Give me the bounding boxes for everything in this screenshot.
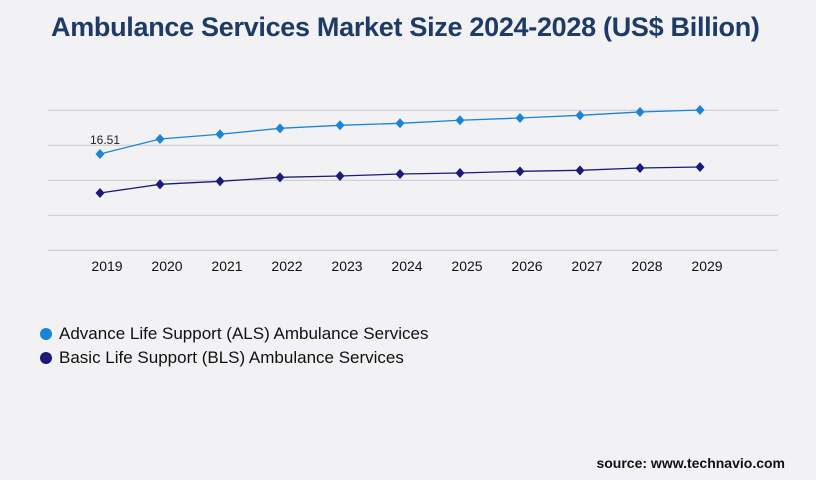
data-point	[515, 166, 525, 177]
x-tick-label: 2024	[391, 258, 422, 274]
x-tick-label: 2019	[91, 258, 122, 274]
x-tick-label: 2029	[691, 258, 722, 274]
legend-label-bls: Basic Life Support (BLS) Ambulance Servi…	[59, 348, 404, 367]
legend: Advance Life Support (ALS) Ambulance Ser…	[40, 322, 428, 370]
data-point	[635, 106, 645, 117]
line-chart: 2019 2020 2021 2022 2023 2024 2025 2026 2027 2028…	[48, 105, 778, 274]
data-point	[275, 123, 285, 134]
data-point	[515, 113, 525, 123]
data-point	[695, 105, 705, 116]
x-tick-label: 2025	[451, 258, 482, 274]
data-point	[95, 148, 105, 159]
x-tick-label: 2026	[511, 258, 542, 274]
source-note: source: www.technavio.com	[596, 455, 785, 471]
data-label: 16.51	[90, 133, 120, 147]
x-tick-label: 2020	[151, 258, 182, 274]
legend-marker-bls	[40, 352, 52, 364]
data-point	[455, 115, 465, 126]
data-point	[695, 162, 705, 172]
x-tick-label: 2028	[631, 258, 662, 274]
data-point	[275, 172, 285, 183]
data-point	[635, 162, 645, 173]
data-point	[395, 118, 405, 129]
x-tick-label: 2023	[331, 258, 362, 274]
series-line-0	[99, 109, 701, 155]
data-point	[395, 169, 405, 179]
legend-label-als: Advance Life Support (ALS) Ambulance Ser…	[59, 324, 429, 343]
data-point	[455, 168, 465, 179]
legend-item-als: Advance Life Support (ALS) Ambulance Ser…	[40, 322, 428, 346]
data-point	[155, 179, 165, 190]
x-tick-label: 2021	[211, 258, 242, 274]
legend-item-bls: Basic Life Support (BLS) Ambulance Servi…	[40, 346, 428, 370]
data-point	[95, 188, 105, 199]
data-point	[215, 129, 225, 140]
legend-marker-als	[40, 328, 52, 340]
data-point	[215, 176, 225, 187]
data-point	[575, 165, 585, 176]
data-point	[335, 170, 345, 181]
x-tick-label: 2027	[571, 258, 602, 274]
data-point	[155, 134, 165, 144]
data-point	[575, 110, 585, 121]
chart-title: Ambulance Services Market Size 2024-2028…	[51, 12, 760, 42]
data-point	[335, 120, 345, 131]
x-tick-label: 2022	[271, 258, 302, 274]
